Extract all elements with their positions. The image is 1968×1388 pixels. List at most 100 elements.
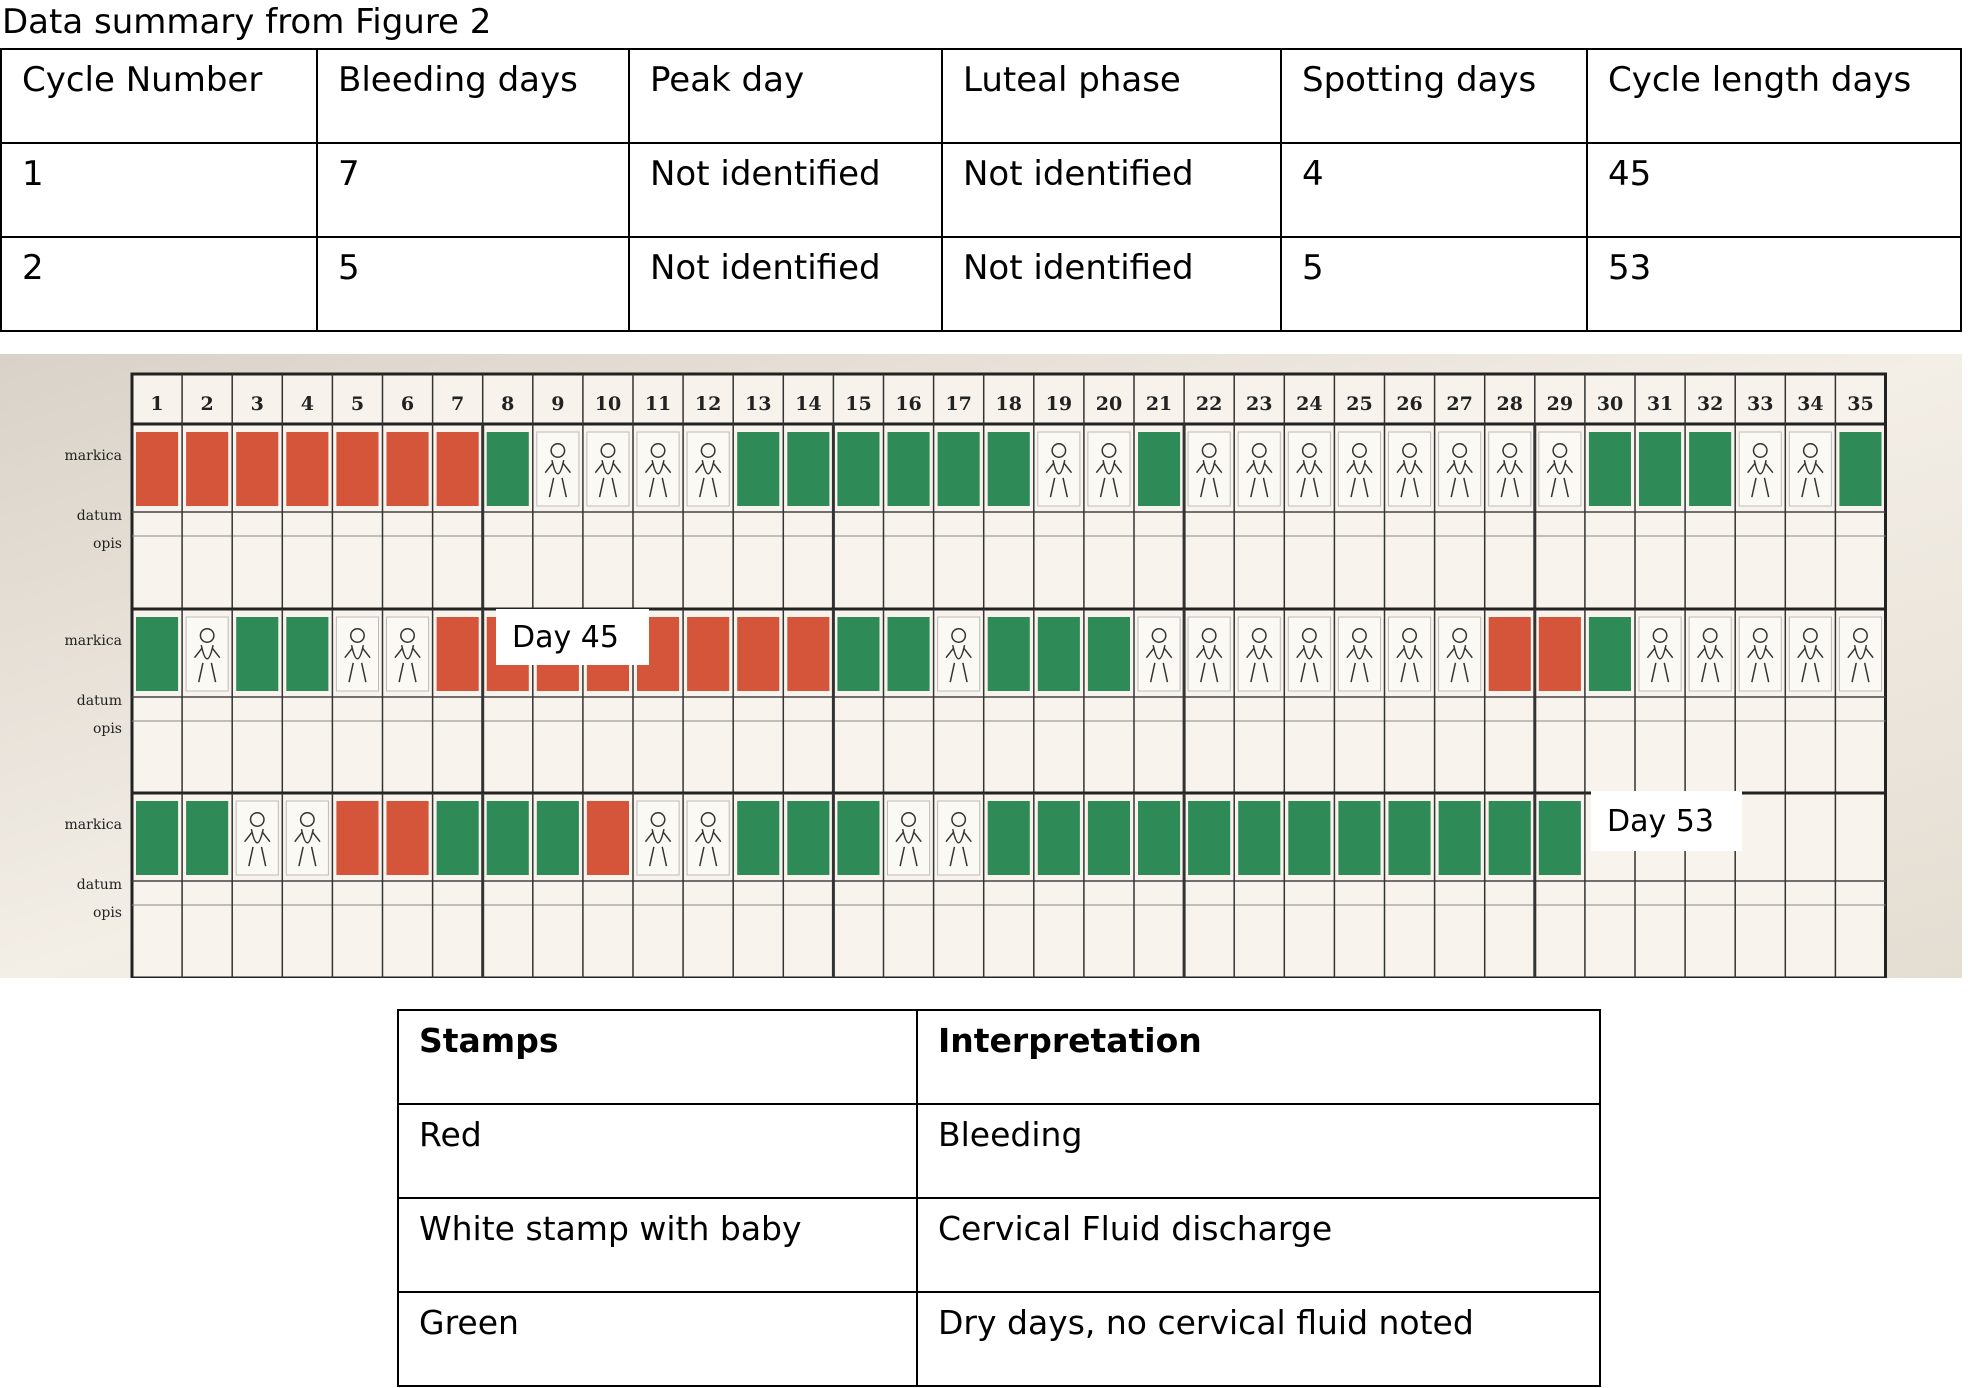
baby-head: [400, 628, 416, 643]
day-number: 23: [1246, 393, 1272, 415]
baby-body: [644, 828, 672, 867]
annotation-box: [1591, 791, 1742, 851]
summary-cell: 45: [1586, 142, 1962, 238]
summary-row: 1 7 Not identified Not identified 4 45: [0, 142, 1962, 238]
baby-head: [1752, 628, 1768, 643]
red-stamp: [1488, 617, 1531, 691]
day-number: 12: [695, 393, 721, 415]
stamp-paper: [1688, 616, 1732, 692]
day-number: 21: [1146, 393, 1172, 415]
legend-row: White stamp with baby Cervical Fluid disc…: [397, 1197, 1601, 1293]
summary-row: 2 5 Not identified Not identified 5 53: [0, 236, 1962, 332]
baby-head: [1251, 443, 1267, 458]
green-stamp: [1839, 432, 1882, 506]
red-stamp: [737, 617, 780, 691]
baby-head: [1402, 628, 1418, 643]
row-label: opis: [93, 905, 122, 921]
baby-stamp: [1838, 616, 1883, 692]
summary-cell: 53: [1586, 236, 1962, 332]
green-stamp: [1037, 617, 1080, 691]
red-stamp: [1538, 617, 1581, 691]
baby-stamp: [1438, 616, 1482, 692]
baby-head: [299, 812, 315, 827]
baby-head: [1452, 443, 1468, 458]
baby-head: [600, 443, 616, 458]
green-stamp: [1138, 432, 1181, 506]
red-stamp: [386, 432, 429, 506]
baby-stamp: [235, 800, 279, 876]
baby-stamp: [686, 800, 730, 876]
day-number: 19: [1046, 393, 1072, 415]
green-stamp: [937, 432, 980, 506]
green-stamp: [1588, 432, 1631, 506]
day-number: 4: [301, 393, 314, 415]
baby-stamp: [1137, 616, 1181, 692]
baby-head: [1101, 443, 1117, 458]
baby-body: [1246, 459, 1273, 498]
green-stamp: [987, 617, 1030, 691]
day-number: 20: [1096, 393, 1122, 415]
legend-cell: Bleeding: [916, 1103, 1601, 1199]
baby-head: [951, 812, 967, 827]
legend-row: Stamps Interpretation: [397, 1009, 1601, 1105]
row-label: datum: [77, 877, 122, 893]
document-title: Data summary from Figure 2: [2, 2, 492, 42]
baby-stamp: [1438, 431, 1482, 507]
baby-stamp: [1688, 616, 1732, 692]
legend-row: Red Bleeding: [397, 1103, 1601, 1199]
day-number: 8: [501, 393, 514, 415]
baby-head: [1151, 628, 1167, 643]
baby-head: [650, 443, 666, 458]
baby-body: [1446, 459, 1473, 498]
green-stamp: [837, 617, 880, 691]
green-stamp: [1438, 801, 1481, 875]
baby-head: [650, 812, 666, 827]
green-stamp: [1238, 801, 1281, 875]
baby-body: [1847, 644, 1874, 683]
baby-body: [1346, 459, 1373, 498]
summary-cell: Not identified: [628, 236, 943, 332]
baby-body: [244, 828, 271, 867]
baby-body: [1797, 459, 1824, 498]
row-label: markica: [65, 817, 122, 833]
green-stamp: [536, 801, 579, 875]
day-number: 9: [551, 393, 564, 415]
summary-cell: 2: [0, 236, 318, 332]
green-stamp: [186, 801, 229, 875]
green-stamp: [1338, 801, 1381, 875]
baby-body: [394, 644, 421, 683]
baby-body: [694, 459, 722, 498]
baby-stamp: [1788, 431, 1832, 507]
baby-head: [901, 812, 917, 827]
baby-body: [1296, 644, 1323, 683]
day-number: 30: [1597, 393, 1623, 415]
summary-cell: Not identified: [941, 236, 1282, 332]
summary-header-cell: Peak day: [628, 48, 943, 144]
green-stamp: [837, 432, 880, 506]
baby-head: [1301, 628, 1317, 643]
red-stamp: [336, 432, 379, 506]
baby-head: [1502, 443, 1518, 458]
legend-table: Stamps Interpretation Red Bleeding White sta…: [397, 1009, 1601, 1387]
legend-header-cell: Stamps: [397, 1009, 918, 1105]
baby-stamp: [1187, 616, 1231, 692]
green-stamp: [1639, 432, 1682, 506]
legend-cell: Dry days, no cervical fluid noted: [916, 1291, 1601, 1387]
baby-head: [1452, 628, 1468, 643]
summary-header-cell: Cycle length days: [1586, 48, 1962, 144]
row-label: datum: [77, 693, 122, 709]
baby-stamp: [937, 800, 981, 876]
baby-body: [1747, 459, 1774, 498]
summary-cell: 5: [316, 236, 630, 332]
summary-header-cell: Luteal phase: [941, 48, 1282, 144]
baby-body: [1696, 644, 1724, 683]
green-stamp: [887, 617, 930, 691]
red-stamp: [687, 617, 730, 691]
baby-head: [1201, 628, 1217, 643]
day-number: 32: [1697, 393, 1723, 415]
baby-body: [895, 828, 922, 867]
red-stamp: [236, 432, 279, 506]
legend-row: Green Dry days, no cervical fluid noted: [397, 1291, 1601, 1387]
baby-head: [1301, 443, 1317, 458]
baby-head: [951, 628, 967, 643]
